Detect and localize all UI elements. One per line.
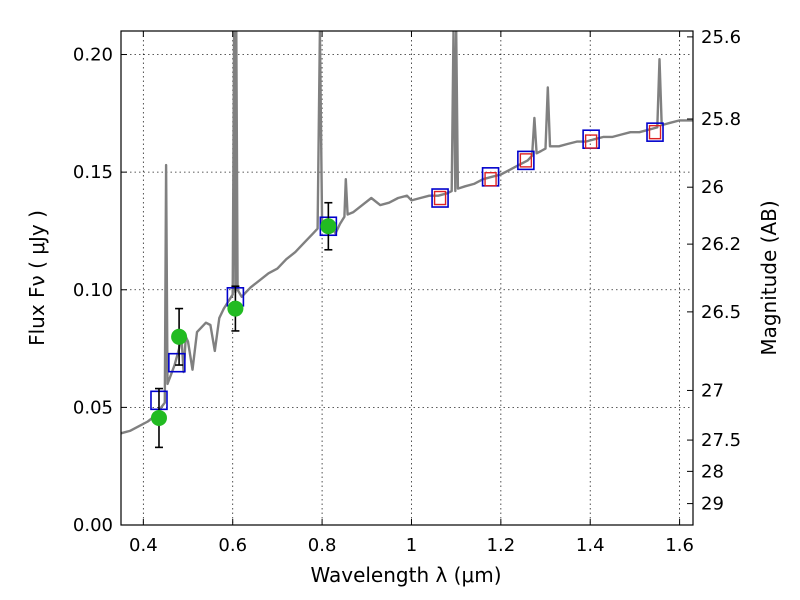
model-photometry-square	[431, 188, 449, 208]
tick-labels: 0.4 0.6 0.8 1 1.2 1.4 1.6 0.00 0.05 0.10 0.15 0.20 2…	[73, 27, 741, 556]
y-tick-label: 0.10	[73, 280, 113, 301]
y-right-tick-label: 25.8	[701, 109, 741, 130]
y-right-tick-label: 26.5	[701, 302, 741, 323]
y-tick-label: 0.20	[73, 45, 113, 66]
acs-photometry-point	[320, 218, 337, 235]
x-tick-label: 1.6	[665, 535, 694, 556]
y-right-tick-label: 27	[701, 380, 724, 401]
spectrum-line	[121, 31, 693, 435]
y-right-tick-label: 26	[701, 177, 724, 198]
observed-photometry-square	[648, 124, 662, 140]
y-right-tick-label: 26.2	[701, 234, 741, 255]
x-tick-label: 1.2	[487, 535, 516, 556]
acs-photometry-point	[227, 300, 244, 317]
x-tick-label: 1.4	[576, 535, 605, 556]
observed-photometry-square	[519, 153, 533, 168]
acs-photometry-point	[150, 409, 167, 426]
spectrum-layer	[121, 31, 693, 435]
x-tick-label: 0.4	[129, 535, 158, 556]
ticks	[121, 31, 693, 526]
y-axis-right-title: Magnitude (AB)	[757, 200, 781, 355]
y-tick-label: 0.00	[73, 515, 113, 536]
y-right-tick-label: 29	[701, 494, 724, 515]
observed-photometry-square	[584, 134, 598, 149]
y-right-tick-label: 25.6	[701, 27, 741, 48]
y-right-tick-label: 28	[701, 461, 724, 482]
model-photometry-square	[168, 352, 186, 373]
observed-photometry-square	[484, 171, 497, 187]
x-tick-label: 0.6	[218, 535, 247, 556]
observed-photometry-square	[433, 190, 447, 206]
acs-photometry-point	[171, 328, 188, 345]
marker-layer	[150, 122, 664, 449]
model-photometry-square	[517, 150, 535, 171]
x-tick-label: 1	[406, 535, 417, 556]
y-tick-label: 0.15	[73, 162, 113, 183]
y-axis-title: Flux Fν ( μJy )	[25, 210, 49, 346]
x-axis-title: Wavelength λ (μm)	[310, 563, 501, 587]
model-photometry-square	[646, 122, 664, 142]
y-right-tick-label: 27.5	[701, 430, 741, 451]
x-tick-label: 0.8	[308, 535, 337, 556]
plot-background	[121, 31, 693, 525]
plot-frame	[120, 30, 694, 526]
y-tick-label: 0.05	[73, 397, 113, 418]
